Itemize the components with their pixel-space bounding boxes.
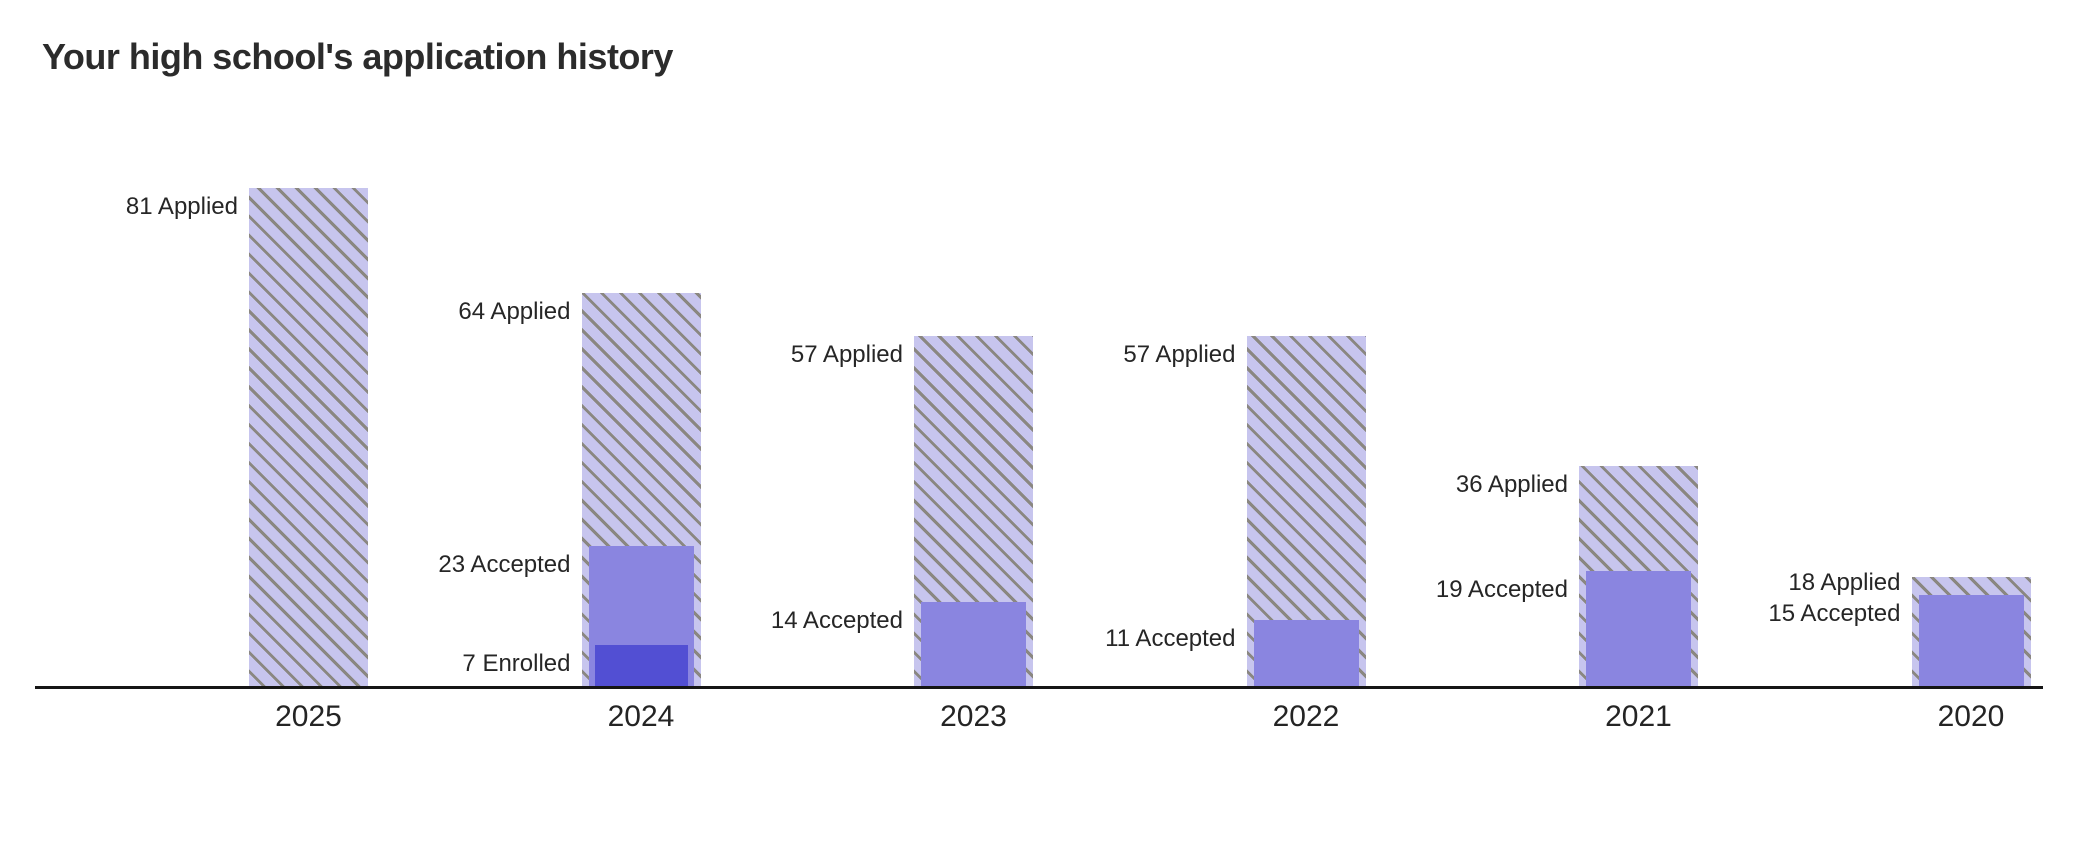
chart-title: Your high school's application history [42,36,673,77]
x-tick-label: 2022 [1272,700,1340,733]
applied-bar-2025 [249,188,368,688]
value-label: 7 Enrolled [462,650,571,677]
value-label: 19 Accepted [1435,576,1568,603]
accepted-bar-2020 [1918,595,2024,688]
value-label: 36 Applied [1455,471,1568,498]
value-label: 23 Accepted [438,551,571,578]
x-tick-label: 2024 [607,700,675,733]
value-label: 81 Applied [125,193,238,220]
value-label: 57 Applied [1123,341,1236,368]
x-tick-label: 2020 [1937,700,2005,733]
accepted-bar-2023 [921,602,1026,688]
value-label: 14 Accepted [770,607,903,634]
x-tick-label: 2021 [1605,700,1672,733]
value-label: 18 Applied [1788,569,1901,596]
accepted-bar-2021 [1586,571,1691,688]
x-tick-label: 2025 [275,700,342,733]
value-label: 64 Applied [458,298,571,325]
value-label: 57 Applied [790,341,903,368]
x-axis-line [35,686,2043,689]
enrolled-bar-2024 [594,645,688,688]
value-label: 15 Accepted [1768,600,1901,627]
x-tick-label: 2023 [940,700,1007,733]
value-label: 11 Accepted [1105,625,1236,652]
accepted-bar-2022 [1253,620,1359,688]
